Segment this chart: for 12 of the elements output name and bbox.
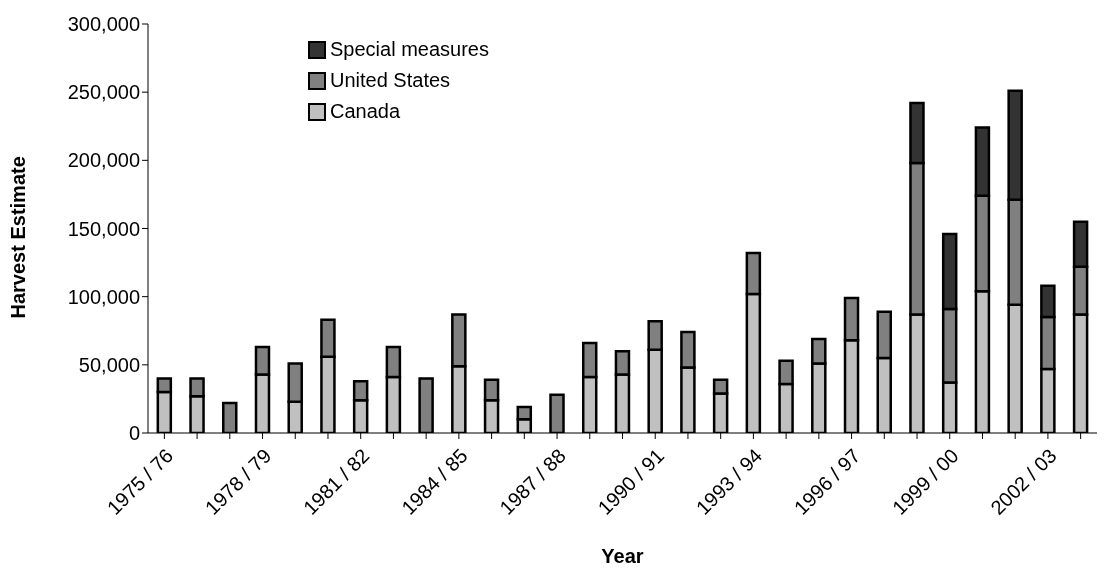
y-tick-label: 150,000 — [67, 217, 140, 240]
legend-label: United States — [330, 69, 451, 92]
x-axis-title: Year — [601, 545, 644, 567]
legend-label: Canada — [330, 100, 401, 123]
y-axis-title: Harvest Estimate — [7, 156, 30, 319]
y-tick-label: 0 — [128, 422, 140, 445]
y-tick-label: 100,000 — [67, 285, 140, 308]
y-tick-label: 250,000 — [67, 81, 140, 104]
y-tick-label: 50,000 — [78, 353, 140, 376]
y-tick-label: 300,000 — [67, 13, 140, 36]
legend-label: Special measures — [330, 38, 489, 61]
y-tick-label: 200,000 — [67, 149, 140, 172]
